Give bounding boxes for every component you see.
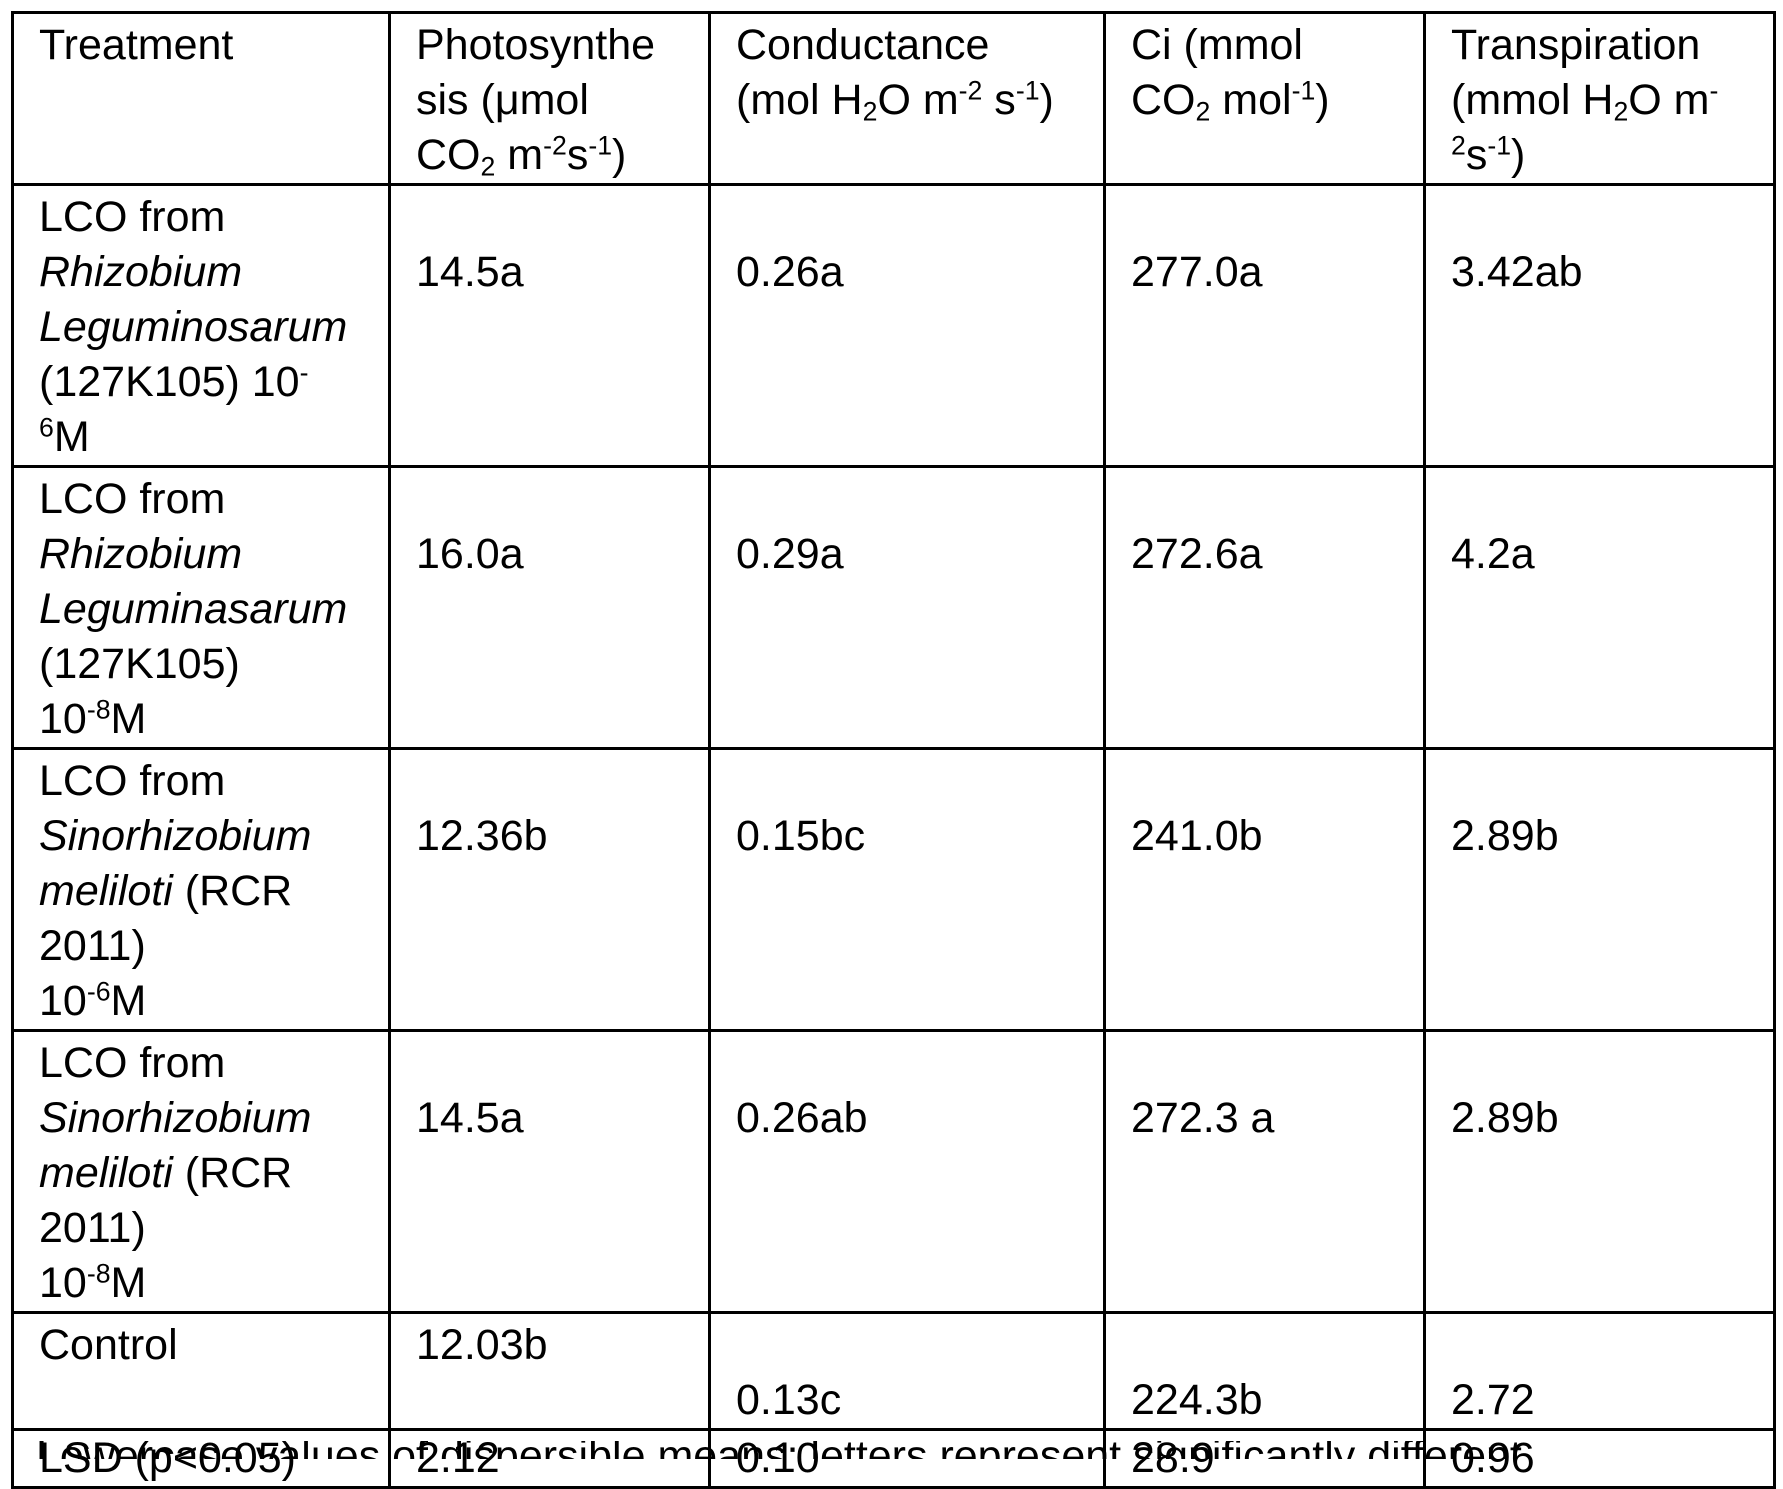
photosynthesis-cell: 12.36b bbox=[390, 749, 710, 1031]
results-table: Treatment Photosynthe sis (μmol CO2 m-2s… bbox=[11, 11, 1776, 1489]
header-conductance: Conductance (mol H2O m-2 s-1) bbox=[710, 13, 1105, 185]
ci-cell: 241.0b bbox=[1105, 749, 1425, 1031]
photosynthesis-cell: 12.03b bbox=[390, 1313, 710, 1430]
header-transpiration: Transpiration (mmol H2O m- 2s-1) bbox=[1425, 13, 1775, 185]
photosynthesis-cell: 14.5a bbox=[390, 1031, 710, 1313]
ci-cell: 272.6a bbox=[1105, 467, 1425, 749]
treatment-cell: LCO from Rhizobium Leguminosarum (127K10… bbox=[13, 185, 390, 467]
photosynthesis-cell: 16.0a bbox=[390, 467, 710, 749]
ci-cell: 272.3 a bbox=[1105, 1031, 1425, 1313]
conductance-cell: 0.29a bbox=[710, 467, 1105, 749]
transpiration-cell: 2.72 bbox=[1425, 1313, 1775, 1430]
header-row: Treatment Photosynthe sis (μmol CO2 m-2s… bbox=[13, 13, 1775, 185]
table-row: LCO from Rhizobium Leguminosarum (127K10… bbox=[13, 185, 1775, 467]
table-row: LCO from Sinorhizobium meliloti (RCR 201… bbox=[13, 1031, 1775, 1313]
treatment-cell: LCO from Rhizobium Leguminasarum (127K10… bbox=[13, 467, 390, 749]
footnote-text: Lowercase values of dispersible means; l… bbox=[36, 1441, 1756, 1459]
header-photosynthesis: Photosynthe sis (μmol CO2 m-2s-1) bbox=[390, 13, 710, 185]
conductance-cell: 0.15bc bbox=[710, 749, 1105, 1031]
transpiration-cell: 4.2a bbox=[1425, 467, 1775, 749]
ci-cell: 277.0a bbox=[1105, 185, 1425, 467]
ci-cell: 224.3b bbox=[1105, 1313, 1425, 1430]
header-ci: Ci (mmol CO2 mol-1) bbox=[1105, 13, 1425, 185]
treatment-cell: LCO from Sinorhizobium meliloti (RCR 201… bbox=[13, 749, 390, 1031]
conductance-cell: 0.26a bbox=[710, 185, 1105, 467]
table-row: LCO from Sinorhizobium meliloti (RCR 201… bbox=[13, 749, 1775, 1031]
transpiration-cell: 2.89b bbox=[1425, 1031, 1775, 1313]
treatment-cell: LCO from Sinorhizobium meliloti (RCR 201… bbox=[13, 1031, 390, 1313]
table-row: LCO from Rhizobium Leguminasarum (127K10… bbox=[13, 467, 1775, 749]
header-treatment: Treatment bbox=[13, 13, 390, 185]
conductance-cell: 0.13c bbox=[710, 1313, 1105, 1430]
treatment-cell: Control bbox=[13, 1313, 390, 1430]
transpiration-cell: 2.89b bbox=[1425, 749, 1775, 1031]
control-row: Control 12.03b 0.13c 224.3b 2.72 bbox=[13, 1313, 1775, 1430]
photosynthesis-cell: 14.5a bbox=[390, 185, 710, 467]
conductance-cell: 0.26ab bbox=[710, 1031, 1105, 1313]
transpiration-cell: 3.42ab bbox=[1425, 185, 1775, 467]
